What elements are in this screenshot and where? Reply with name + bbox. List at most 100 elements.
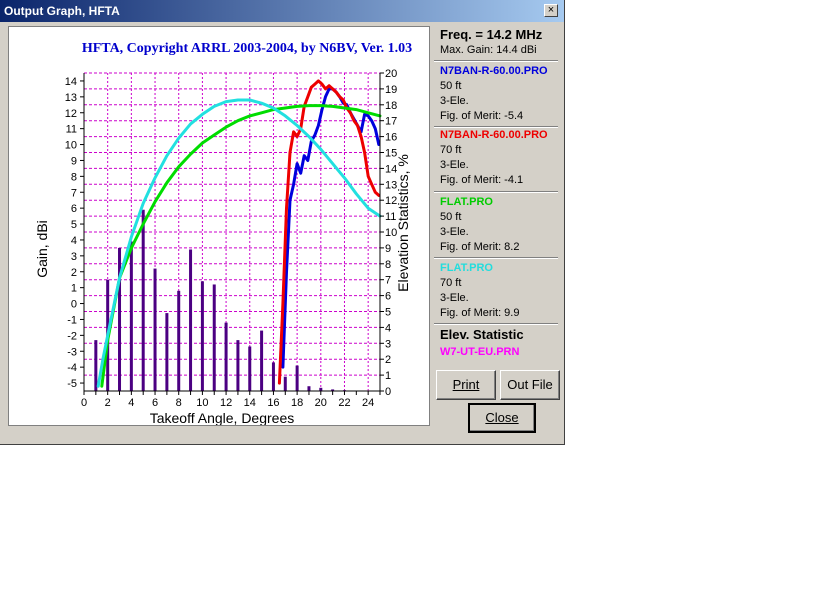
divider xyxy=(434,257,558,259)
elev-stat-bar xyxy=(165,313,169,391)
close-button[interactable]: Close xyxy=(468,403,536,433)
x-tick-label: 4 xyxy=(128,397,134,409)
y-tick-label: -1 xyxy=(67,314,77,326)
elev-stat-bar xyxy=(295,365,299,391)
elev-stat-bar xyxy=(224,322,228,391)
x-tick-label: 16 xyxy=(267,397,279,409)
y2-tick-label: 13 xyxy=(385,179,397,191)
y-tick-label: 11 xyxy=(66,124,77,136)
y2-tick-label: 8 xyxy=(385,259,391,271)
y-axis-label: Gain, dBi xyxy=(34,220,50,278)
elev-stat-bar xyxy=(153,268,157,391)
legend-file-3: FLAT.PRO xyxy=(440,196,493,208)
y2-tick-label: 5 xyxy=(385,307,391,319)
y-tick-label: 12 xyxy=(65,108,77,120)
elev-stat-bar xyxy=(319,387,323,391)
elev-stat-bar xyxy=(260,330,264,391)
y2-tick-label: 20 xyxy=(385,68,397,80)
close-window-icon[interactable]: × xyxy=(544,4,558,17)
elev-stat-bar xyxy=(283,376,287,391)
elev-stat-bar xyxy=(331,389,335,391)
x-tick-label: 20 xyxy=(315,397,327,409)
y2-tick-label: 16 xyxy=(385,132,397,144)
legend-merit-2: Fig. of Merit: -4.1 xyxy=(440,174,524,186)
legend-height-2: 70 ft xyxy=(440,144,462,156)
x-tick-label: 22 xyxy=(338,397,350,409)
legend-elements-2: 3-Ele. xyxy=(440,159,469,171)
elev-stat-bar xyxy=(189,249,193,391)
y-tick-label: -5 xyxy=(67,378,77,390)
y-tick-label: 5 xyxy=(71,219,77,231)
divider xyxy=(434,126,558,128)
x-tick-label: 14 xyxy=(244,397,256,409)
legend-height-1: 50 ft xyxy=(440,80,462,92)
y2-tick-label: 9 xyxy=(385,243,391,255)
window-title: Output Graph, HFTA xyxy=(4,4,120,18)
legend-merit-4: Fig. of Merit: 9.9 xyxy=(440,307,520,319)
y-tick-label: 1 xyxy=(71,283,77,295)
y-tick-label: 10 xyxy=(65,140,77,152)
series-line xyxy=(277,79,381,385)
x-tick-label: 8 xyxy=(176,397,182,409)
y2-tick-label: 15 xyxy=(385,148,397,160)
x-tick-label: 0 xyxy=(81,397,87,409)
y-tick-label: 14 xyxy=(65,76,77,88)
x-axis-label: Takeoff Angle, Degrees xyxy=(150,410,295,425)
elev-stat-bar xyxy=(248,346,252,391)
y2-tick-label: 12 xyxy=(385,195,397,207)
elev-stat-bar xyxy=(94,340,98,391)
print-button-label: Print xyxy=(452,377,480,392)
y2-tick-label: 7 xyxy=(385,275,391,287)
y-tick-label: -3 xyxy=(67,346,77,358)
y2-tick-label: 0 xyxy=(385,386,391,398)
close-button-label: Close xyxy=(485,410,519,425)
x-tick-label: 12 xyxy=(220,397,232,409)
elev-stat-bar xyxy=(212,284,216,391)
x-tick-label: 6 xyxy=(152,397,158,409)
graph-frame: HFTA, Copyright ARRL 2003-2004, by N6BV,… xyxy=(8,26,430,426)
legend-panel: Freq. = 14.2 MHz Max. Gain: 14.4 dBi N7B… xyxy=(434,26,560,366)
y2-tick-label: 14 xyxy=(385,163,397,175)
y-tick-label: 0 xyxy=(71,299,77,311)
y-tick-label: 3 xyxy=(71,251,77,263)
y-tick-label: -4 xyxy=(67,362,77,374)
x-tick-label: 18 xyxy=(291,397,303,409)
y-tick-label: -2 xyxy=(67,330,77,342)
legend-height-4: 70 ft xyxy=(440,277,462,289)
elev-stat-bar xyxy=(236,340,240,391)
elev-stat-bar xyxy=(200,281,204,391)
max-gain-label: Max. Gain: 14.4 dBi xyxy=(440,44,537,56)
x-tick-label: 2 xyxy=(105,397,111,409)
y2-tick-label: 17 xyxy=(385,116,397,128)
y2-tick-label: 19 xyxy=(385,84,397,96)
elev-statistic-file: W7-UT-EU.PRN xyxy=(440,346,520,358)
legend-merit-3: Fig. of Merit: 8.2 xyxy=(440,241,520,253)
x-tick-label: 10 xyxy=(196,397,208,409)
elev-statistic-title: Elev. Statistic xyxy=(440,327,524,342)
legend-file-1: N7BAN-R-60.00.PRO xyxy=(440,65,548,77)
chart-title: HFTA, Copyright ARRL 2003-2004, by N6BV,… xyxy=(82,41,412,56)
legend-height-3: 50 ft xyxy=(440,211,462,223)
elev-stat-bar xyxy=(271,362,275,391)
legend-file-2: N7BAN-R-60.00.PRO xyxy=(440,129,548,141)
output-graph-chart: HFTA, Copyright ARRL 2003-2004, by N6BV,… xyxy=(34,41,412,425)
divider xyxy=(434,323,558,325)
x-tick-label: 24 xyxy=(362,397,374,409)
y2-tick-label: 10 xyxy=(385,227,397,239)
elev-stat-bar xyxy=(141,209,145,391)
divider xyxy=(434,191,558,193)
y-tick-label: 4 xyxy=(71,235,77,247)
y2-tick-label: 18 xyxy=(385,100,397,112)
series-line xyxy=(100,104,382,388)
print-button[interactable]: Print xyxy=(436,370,496,400)
divider xyxy=(434,60,558,62)
out-file-button-label: Out File xyxy=(507,377,553,392)
title-bar[interactable]: Output Graph, HFTA × xyxy=(0,0,564,22)
y2-tick-label: 11 xyxy=(385,211,396,223)
y2-axis-label: Elevation Statistics, % xyxy=(395,154,411,292)
y-tick-label: 8 xyxy=(71,171,77,183)
y-tick-label: 7 xyxy=(71,187,77,199)
output-graph-window: Output Graph, HFTA × HFTA, Copyright ARR… xyxy=(0,0,565,445)
elev-stat-bar xyxy=(118,247,122,391)
out-file-button[interactable]: Out File xyxy=(500,370,560,400)
